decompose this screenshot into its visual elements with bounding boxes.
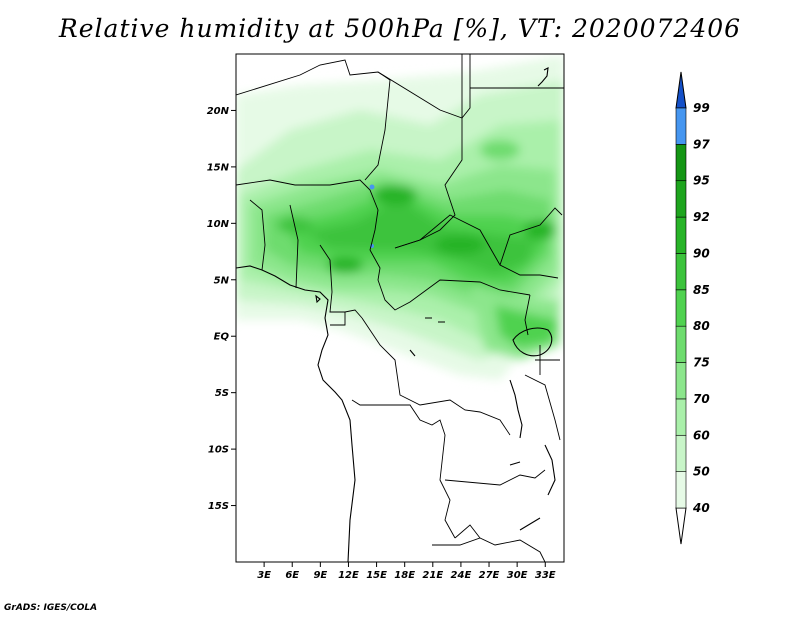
colorbar: 40 50 60 70 75 80 85 90 92 95 97 99 — [675, 71, 710, 545]
lon-tick-label: 9E — [313, 570, 327, 581]
colorbar-swatch — [675, 107, 687, 145]
lake-tanganyika — [509, 379, 523, 439]
lake-victoria — [512, 327, 553, 357]
colorbar-label: 40 — [692, 501, 710, 515]
lat-tick-label: 5N — [214, 275, 230, 286]
lon-tick-label: 6E — [285, 570, 299, 581]
lat-tick-label: 5S — [215, 388, 229, 399]
grads-credit: GrADS: IGES/COLA — [4, 603, 98, 613]
country-borders — [236, 54, 564, 562]
colorbar-swatch — [675, 471, 687, 509]
lat-tick-label: 10S — [208, 445, 229, 456]
small-lakes — [509, 461, 541, 531]
colorbar-bottom-triangle — [675, 507, 687, 545]
colorbar-label: 75 — [693, 356, 710, 370]
humidity-core-1 — [373, 185, 417, 205]
humidity-field — [236, 54, 564, 562]
colorbar-label: 80 — [693, 319, 710, 333]
lon-tick-label: 27E — [479, 570, 500, 581]
lat-tick-label: 20N — [207, 106, 230, 117]
lat-tick-label: 10N — [207, 219, 230, 230]
humidity-core-6 — [480, 140, 520, 160]
lon-tick-label: 21E — [422, 570, 443, 581]
colorbar-top-triangle — [675, 71, 687, 109]
colorbar-label: 92 — [693, 210, 710, 224]
lake-malawi — [544, 444, 556, 496]
island-bioko — [315, 294, 321, 304]
colorbar-label: 90 — [693, 246, 710, 260]
colorbar-swatch — [675, 180, 687, 218]
latitude-axis: 20N 15N 10N 5N EQ 5S 10S 15S — [207, 106, 236, 512]
colorbar-label: 97 — [693, 137, 710, 151]
colorbar-label: 70 — [693, 392, 710, 406]
lon-tick-label: 18E — [394, 570, 415, 581]
colorbar-swatch — [675, 289, 687, 327]
colorbar-swatch — [675, 325, 687, 363]
lon-tick-label: 12E — [338, 570, 359, 581]
colorbar-swatch — [675, 434, 687, 472]
colorbar-swatch — [675, 398, 687, 436]
river-marks — [409, 317, 445, 357]
humidity-region-85 — [305, 198, 535, 275]
chart-title: Relative humidity at 500hPa [%], VT: 202… — [58, 14, 742, 43]
map-frame — [235, 53, 565, 563]
coastlines — [236, 67, 556, 562]
lat-tick-label: EQ — [214, 332, 230, 343]
lon-tick-label: 33E — [535, 570, 556, 581]
humidity-peak-1 — [369, 184, 375, 190]
colorbar-swatch — [675, 216, 687, 254]
humidity-core-3 — [327, 257, 363, 273]
colorbar-label: 95 — [693, 174, 710, 188]
lon-tick-label: 30E — [507, 570, 528, 581]
colorbar-label: 99 — [693, 101, 710, 115]
colorbar-label: 60 — [693, 428, 710, 442]
colorbar-label: 85 — [693, 283, 710, 297]
colorbar-swatch — [675, 144, 687, 182]
longitude-axis: 3E 6E 9E 12E 15E 18E 21E 24E 27E 30E 33E — [257, 562, 556, 581]
lon-tick-label: 15E — [366, 570, 387, 581]
colorbar-swatch — [675, 253, 687, 291]
lon-tick-label: 3E — [257, 570, 271, 581]
sinai-coast — [537, 67, 549, 87]
lat-tick-label: 15S — [208, 501, 229, 512]
humidity-core-2 — [435, 235, 485, 255]
lat-tick-label: 15N — [207, 162, 230, 173]
colorbar-swatch — [675, 362, 687, 400]
colorbar-label: 50 — [693, 465, 710, 479]
lon-tick-label: 24E — [451, 570, 472, 581]
humidity-core-5 — [524, 220, 556, 240]
